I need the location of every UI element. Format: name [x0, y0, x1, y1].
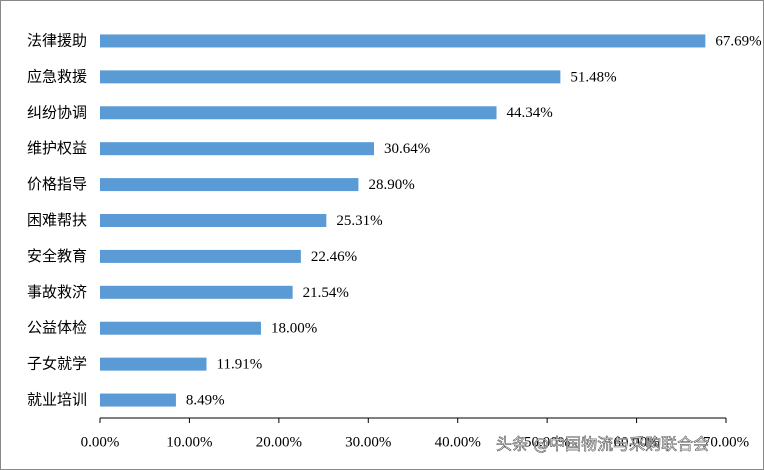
y-tick-label: 子女就学 — [27, 355, 87, 373]
bar — [100, 106, 497, 120]
bar — [100, 142, 375, 156]
x-tick-label: 10.00% — [166, 434, 212, 450]
y-tick-label: 应急救援 — [27, 67, 87, 85]
y-tick-label: 纠纷协调 — [27, 103, 87, 121]
x-tick-label: 30.00% — [345, 434, 391, 450]
y-tick-label: 公益体检 — [27, 319, 87, 337]
y-tick-label: 法律援助 — [27, 31, 87, 49]
bar — [100, 249, 301, 263]
bar — [100, 393, 176, 407]
bar — [100, 214, 327, 227]
value-label: 18.00% — [271, 321, 317, 337]
y-tick-label: 事故救济 — [27, 283, 87, 301]
value-label: 11.91% — [217, 357, 263, 373]
x-tick-label: 20.00% — [256, 434, 302, 450]
y-tick-label: 价格指导 — [27, 175, 87, 193]
bar — [100, 321, 261, 335]
x-tick-label: 60.00% — [613, 434, 659, 450]
y-tick-label: 困难帮扶 — [27, 211, 87, 229]
x-tick-label: 40.00% — [435, 434, 481, 450]
value-label: 67.69% — [715, 33, 761, 49]
x-tick-label: 0.00% — [81, 434, 120, 450]
watermark: 头条 @中国物流与采购联合会 — [496, 435, 709, 454]
value-label: 25.31% — [336, 213, 382, 229]
y-tick-label: 维护权益 — [27, 139, 87, 157]
value-label: 28.90% — [368, 177, 414, 193]
bar — [100, 70, 561, 84]
value-label: 22.46% — [311, 249, 357, 265]
x-tick-label: 50.00% — [524, 434, 570, 450]
value-label: 30.64% — [384, 141, 430, 157]
value-label: 8.49% — [186, 392, 225, 408]
x-tick-label: 70.00% — [703, 434, 749, 450]
y-tick-label: 就业培训 — [27, 391, 87, 409]
bar — [100, 178, 359, 192]
bar — [100, 285, 293, 299]
bar — [100, 357, 207, 371]
value-label: 21.54% — [303, 285, 349, 301]
value-label: 51.48% — [570, 69, 616, 85]
bar — [100, 34, 706, 48]
value-label: 44.34% — [507, 105, 553, 121]
y-tick-label: 安全教育 — [27, 247, 87, 265]
